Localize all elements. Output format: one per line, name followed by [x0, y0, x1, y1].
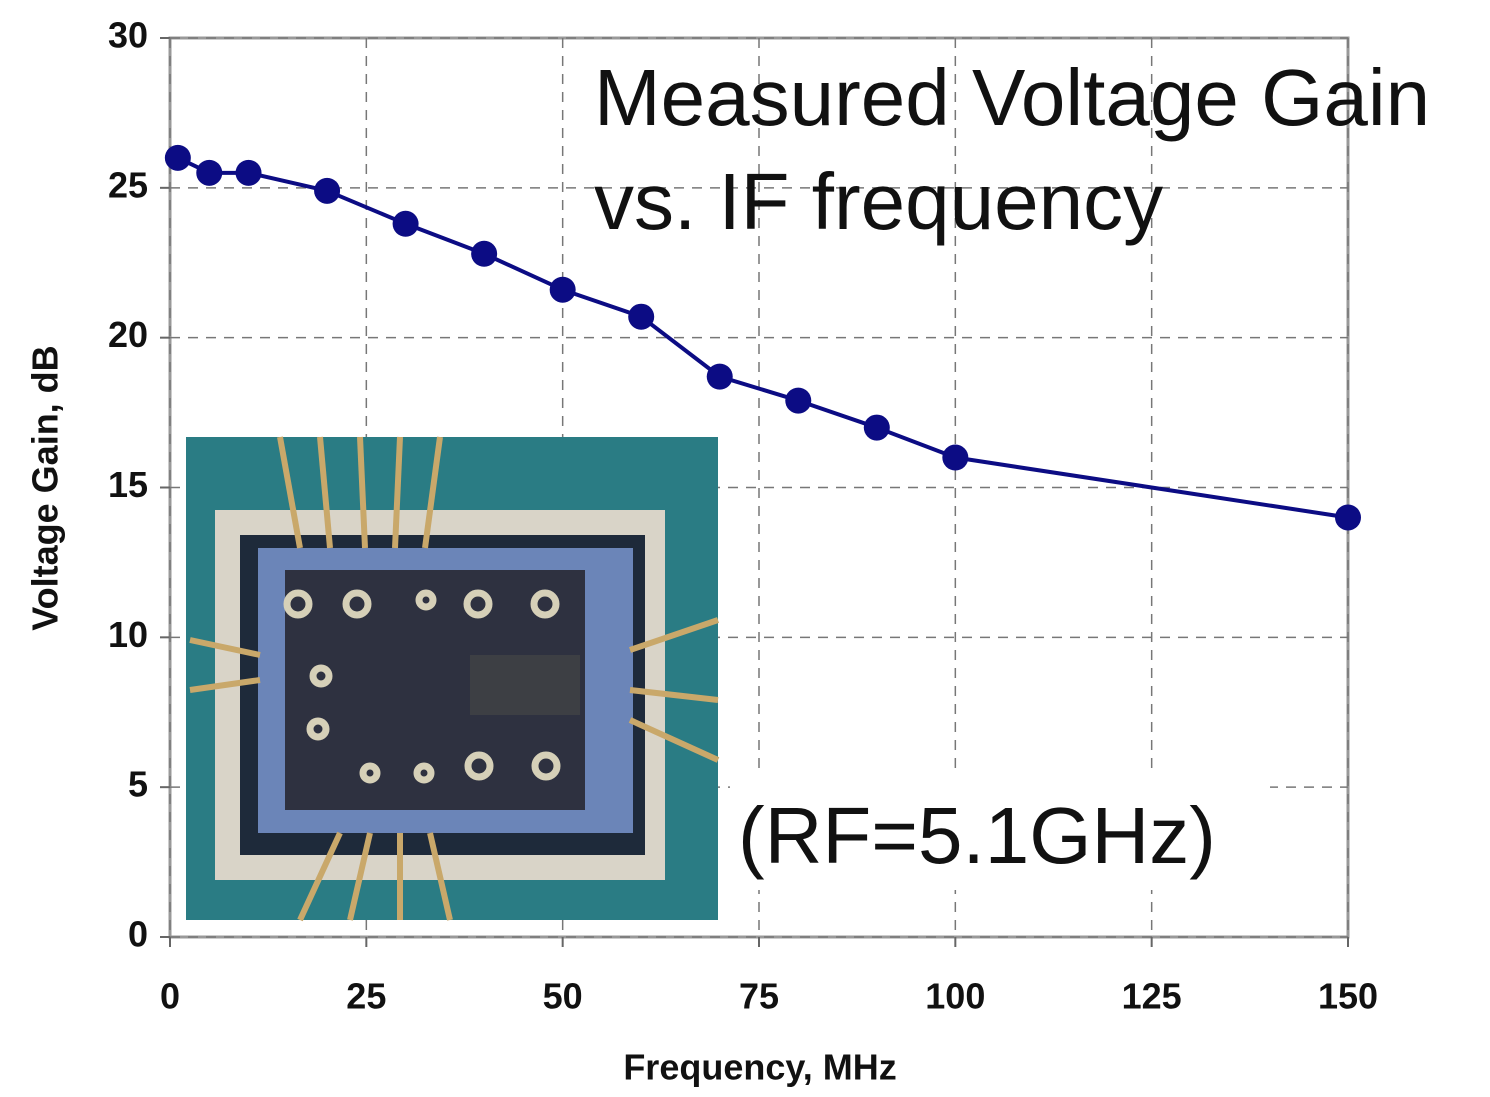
y-tick-label: 0	[128, 914, 148, 955]
x-tick-label: 150	[1318, 976, 1378, 1017]
annotation-background	[730, 770, 1270, 890]
x-tick-label: 0	[160, 976, 180, 1017]
data-point	[392, 210, 419, 237]
data-point	[628, 303, 655, 330]
data-point	[1335, 504, 1361, 531]
data-point	[785, 387, 812, 414]
plot	[164, 144, 1361, 531]
y-axis-label: Voltage Gain, dB	[25, 345, 66, 630]
x-tick-label: 75	[739, 976, 779, 1017]
x-tick-label: 125	[1122, 976, 1182, 1017]
data-point	[196, 159, 223, 186]
annotation: (RF=5.1GHz)	[738, 791, 1216, 880]
data-point	[863, 414, 890, 441]
data-point	[942, 444, 969, 471]
data-point	[706, 363, 733, 390]
data-point	[549, 276, 576, 303]
x-tick-label: 25	[346, 976, 386, 1017]
data-point	[471, 240, 498, 267]
x-tick-label: 50	[543, 976, 583, 1017]
data-point	[314, 177, 341, 204]
y-tick-label: 25	[108, 164, 148, 205]
data-point	[164, 144, 191, 171]
x-tick-label: 100	[925, 976, 985, 1017]
x-axis-label: Frequency, MHz	[623, 1047, 896, 1088]
chart-subtitle: vs. IF frequency	[594, 157, 1163, 246]
data-point	[235, 159, 262, 186]
y-tick-label: 20	[108, 314, 148, 355]
y-tick-label: 10	[108, 614, 148, 655]
y-tick-label: 30	[108, 15, 148, 56]
y-tick-label: 5	[128, 764, 148, 805]
chart-title: Measured Voltage Gain	[594, 53, 1430, 142]
y-tick-label: 15	[108, 464, 148, 505]
chip-photo	[186, 436, 720, 922]
